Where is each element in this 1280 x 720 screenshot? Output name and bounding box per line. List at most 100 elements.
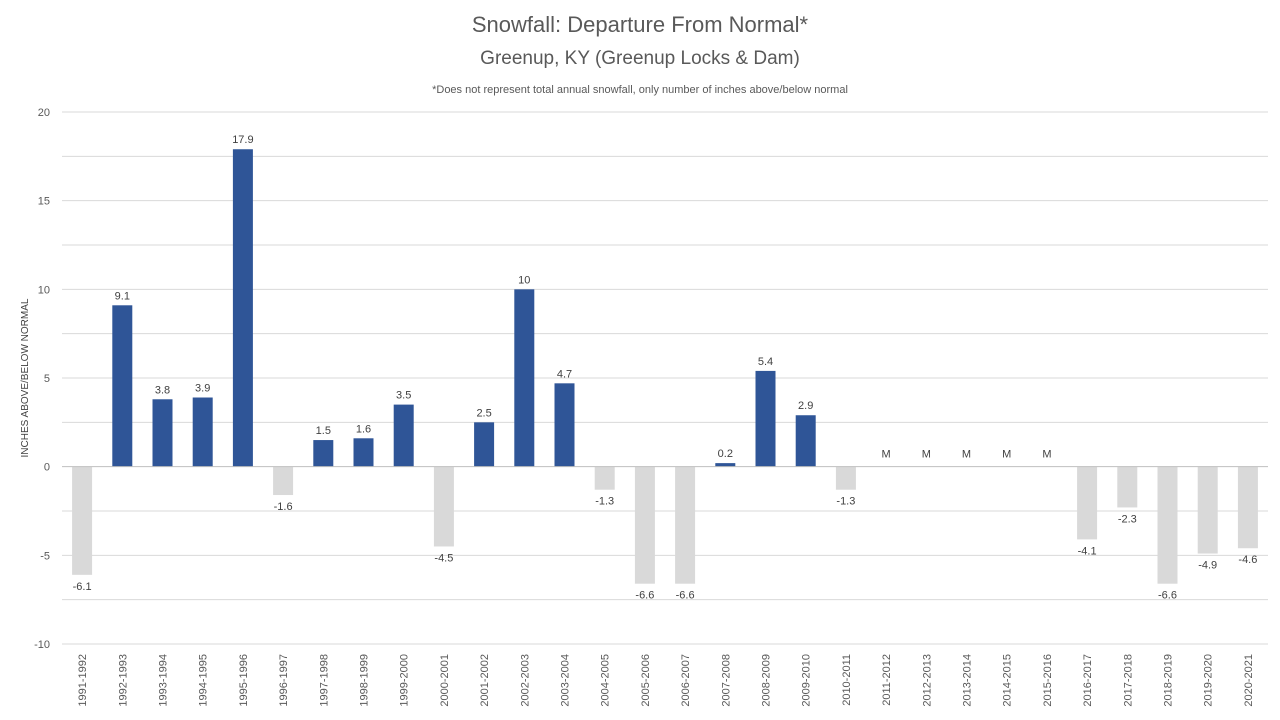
x-tick-label: 2015-2016 [1042,654,1054,707]
x-tick-label: 2009-2010 [801,654,813,707]
bar [1157,466,1178,584]
data-label-missing: M [1042,449,1051,461]
x-tick-label: 2019-2020 [1203,654,1215,707]
bars [72,149,1258,584]
data-label: -4.5 [434,552,453,564]
bar [152,399,173,467]
x-tick-labels: 1991-1992 1992-1993 1993-1994 1994-1995 1995… [77,654,1255,707]
x-tick-label: 2017-2018 [1122,654,1134,707]
x-tick-label: 2007-2008 [720,654,732,707]
bar [273,466,294,496]
data-label-missing: M [1002,449,1011,461]
data-label: 3.5 [396,390,411,402]
data-label: 5.4 [758,356,773,368]
x-tick-label: 2020-2021 [1243,654,1255,707]
bar [634,466,655,584]
y-axis-label: INCHES ABOVE/BELOW NORMAL [20,298,31,457]
x-tick-label: 2008-2009 [761,654,773,707]
data-label-missing: M [922,449,931,461]
data-label: 1.6 [356,423,371,435]
data-label-missing: M [882,449,891,461]
data-label: 2.5 [476,407,491,419]
bar [1197,466,1218,554]
x-tick-label: 2011-2012 [881,654,893,706]
x-tick-label: 2000-2001 [439,654,451,707]
bar [353,438,374,467]
data-label: 1.5 [316,425,331,437]
data-label: 3.9 [195,383,210,395]
data-label: -2.3 [1118,513,1137,525]
bar [594,466,615,490]
data-label: 9.1 [115,290,130,302]
x-tick-label: 1991-1992 [77,654,89,707]
data-label: -6.1 [73,581,92,593]
x-tick-label: 1992-1993 [117,654,129,707]
x-tick-label: 1994-1995 [198,654,210,707]
data-label: -4.6 [1238,554,1257,566]
chart-subtitle: Greenup, KY (Greenup Locks & Dam) [480,48,800,69]
x-tick-label: 1996-1997 [278,654,290,707]
x-tick-label: 1993-1994 [158,654,170,707]
x-tick-label: 2003-2004 [560,654,572,707]
bar [554,383,575,467]
bar [474,422,495,467]
y-tick-label: 20 [38,107,50,119]
data-label: 0.2 [718,448,733,460]
bar [433,466,454,547]
data-label: -6.6 [1158,590,1177,602]
data-label: 10 [518,274,530,286]
gridlines [62,111,1268,645]
y-tick-label: 5 [44,373,50,385]
bar [514,289,535,467]
data-label: -6.6 [676,590,695,602]
y-tick-label: -10 [34,639,50,651]
data-label: -1.3 [836,496,855,508]
bar [755,370,776,467]
chart-note: *Does not represent total annual snowfal… [432,84,848,96]
x-tick-label: 2006-2007 [680,654,692,707]
y-tick-label: 15 [38,196,50,208]
x-tick-label: 2016-2017 [1082,654,1094,707]
x-tick-label: 2012-2013 [921,654,933,707]
bar [112,305,133,467]
bar [835,466,856,490]
data-label: -4.1 [1078,545,1097,557]
x-tick-label: 2018-2019 [1163,654,1175,707]
bar [1117,466,1138,508]
chart-title: Snowfall: Departure From Normal* [472,12,809,37]
bar [675,466,696,584]
x-tick-label: 1997-1998 [318,654,330,707]
bar [192,397,213,467]
bar [393,404,414,467]
data-label: -1.6 [274,501,293,513]
bar [72,466,93,575]
data-label: 4.7 [557,368,572,380]
data-labels: -6.1 9.1 3.8 3.9 17.9 -1.6 1.5 1.6 3.5 -4.5 2.5 10 4… [73,134,1258,601]
bar [715,463,736,467]
data-label: 2.9 [798,400,813,412]
y-tick-label: 0 [44,462,50,474]
bar [232,149,253,467]
bar [313,440,334,467]
x-tick-label: 1998-1999 [359,654,371,707]
x-tick-label: 2001-2002 [479,654,491,707]
bar [1237,466,1258,549]
data-label: 3.8 [155,384,170,396]
bar [1077,466,1098,540]
y-tick-label: 10 [38,284,50,296]
data-label: -1.3 [595,496,614,508]
data-label: -6.6 [635,590,654,602]
y-tick-labels: -10 -5 0 5 10 15 20 [34,107,50,651]
x-tick-label: 2005-2006 [640,654,652,707]
x-tick-label: 2014-2015 [1002,654,1014,707]
x-tick-label: 2010-2011 [841,654,853,706]
data-label-missing: M [962,449,971,461]
x-tick-label: 1995-1996 [238,654,250,707]
data-label: -4.9 [1198,560,1217,572]
x-tick-label: 2013-2014 [962,654,974,707]
x-tick-label: 2002-2003 [519,654,531,707]
data-label: 17.9 [232,134,253,146]
x-tick-label: 1999-2000 [399,654,411,707]
y-tick-label: -5 [40,550,50,562]
